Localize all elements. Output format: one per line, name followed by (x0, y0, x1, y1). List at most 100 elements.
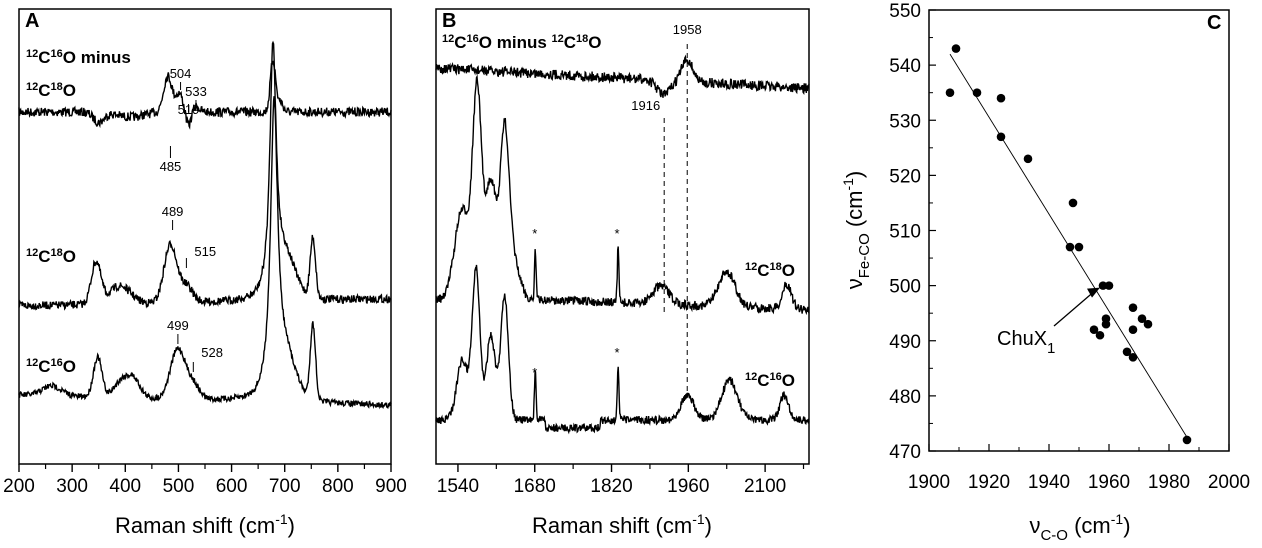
data-point (1089, 325, 1099, 335)
panel-b-dashed-lines (663, 44, 688, 392)
panel-a-trace-labels: 12C16O minus 12C18O 12C18O 12C16O (26, 48, 131, 376)
trace-label-b: 12C16O (745, 371, 795, 390)
y-tick-label-c: 480 (889, 387, 921, 408)
data-point (1182, 435, 1192, 445)
panel-b: 1540 1680 1820 1960 2100 1958 1916 * * * * 12C16O… (435, 8, 810, 538)
panel-a-letter: A (25, 10, 39, 32)
data-point (996, 93, 1006, 103)
trace-12c18o-a (18, 40, 392, 311)
panel-a-traces (18, 40, 392, 472)
data-point (972, 88, 982, 97)
data-point (1137, 314, 1147, 324)
x-tick-label-a: 900 (375, 476, 407, 497)
x-tick-label-c: 1920 (968, 472, 1010, 493)
panel-c-x-axis-title: νC-O (cm-1) (1029, 511, 1130, 544)
peak-label-a: 504 (170, 66, 192, 81)
x-tick-label-b: 1680 (514, 476, 556, 497)
y-tick-label-c: 540 (889, 56, 921, 77)
y-tick-label-c: 470 (889, 442, 921, 463)
panel-c-annotation: ChuX1 (997, 287, 1100, 357)
x-tick-label-b: 2100 (744, 476, 786, 497)
panel-c-y-axis-title: νFe-CO (cm-1) (840, 171, 873, 290)
data-point (1074, 242, 1084, 252)
trace-label-a: 12C18O (26, 247, 76, 266)
x-tick-label-a: 400 (109, 476, 141, 497)
panel-b-x-ticks: 1540 1680 1820 1960 2100 (437, 476, 786, 497)
data-point (945, 88, 955, 97)
peak-label-a: 499 (167, 318, 189, 333)
star-mark-b: * (532, 365, 537, 380)
data-point (1143, 319, 1153, 329)
x-tick-label-b: 1820 (590, 476, 632, 497)
x-tick-label-c: 1900 (908, 472, 950, 493)
x-tick-label-a: 600 (216, 476, 248, 497)
panel-c-letter: C (1207, 12, 1221, 34)
star-mark-b: * (614, 226, 619, 241)
data-point (1023, 154, 1033, 164)
peak-label-a: 533 (185, 84, 207, 99)
panel-c-axis-ticks: 1900 1920 1940 1960 1980 2000 470 480 490 500 510 5… (889, 1, 1250, 493)
trace-12c16o-b (435, 264, 810, 435)
annotation-arrowhead (1087, 287, 1100, 298)
data-point (1128, 325, 1138, 335)
difference-trace-a (18, 60, 392, 130)
y-tick-label-c: 490 (889, 332, 921, 353)
data-point (1128, 352, 1138, 362)
panel-b-trace-labels: 12C16O minus 12C18O 12C18O 12C16O (442, 33, 795, 390)
panel-b-traces (435, 54, 810, 472)
panel-b-peak-labels: 1958 1916 * * * * (532, 22, 701, 380)
panel-c-frame (928, 9, 1230, 452)
data-point (1122, 347, 1132, 357)
x-tick-label-a: 300 (56, 476, 88, 497)
y-tick-label-c: 500 (889, 277, 921, 298)
annotation-label-chux1: ChuX1 (997, 328, 1055, 357)
trace-label-b: 12C16O minus 12C18O (442, 33, 602, 52)
x-tick-label-c: 1980 (1148, 472, 1190, 493)
panel-a: 200 300 400 500 600 700 800 900 504533519485489… (3, 8, 407, 538)
trace-label-a: 12C16O (26, 357, 76, 376)
x-tick-label-b: 1960 (667, 476, 709, 497)
y-tick-label-c: 510 (889, 222, 921, 243)
x-tick-label-c: 1960 (1088, 472, 1130, 493)
peak-label-b: 1958 (673, 22, 702, 37)
panel-c-points (945, 44, 1192, 445)
y-tick-label-c: 550 (889, 1, 921, 22)
data-point (996, 132, 1006, 142)
peak-label-a: 489 (162, 204, 184, 219)
panel-a-x-ticks: 200 300 400 500 600 700 800 900 (3, 476, 407, 497)
x-tick-label-c: 1940 (1028, 472, 1070, 493)
data-point (1068, 198, 1078, 208)
trace-label-b: 12C18O (745, 261, 795, 280)
data-point (1095, 330, 1105, 340)
panel-a-x-axis-title: Raman shift (cm-1) (115, 511, 295, 538)
x-tick-label-a: 800 (322, 476, 354, 497)
trace-12c16o-a (18, 96, 392, 410)
panel-b-frame (435, 8, 810, 465)
peak-label-a: 485 (160, 159, 182, 174)
trace-12c18o-b (435, 74, 810, 316)
data-point (1065, 242, 1075, 252)
peak-label-b: 1916 (631, 98, 660, 113)
annotation-arrow-shaft (1053, 291, 1095, 327)
panel-c: 1900 1920 1940 1960 1980 2000 470 480 490 500 510 5… (840, 1, 1250, 544)
x-tick-label-a: 200 (3, 476, 35, 497)
peak-label-a: 528 (201, 345, 223, 360)
data-point (951, 44, 961, 53)
trace-label-a: 12C16O minus (26, 48, 131, 67)
y-tick-label-c: 530 (889, 111, 921, 132)
y-tick-label-c: 520 (889, 166, 921, 187)
x-tick-label-a: 500 (163, 476, 195, 497)
data-point (1101, 319, 1111, 329)
data-point (1098, 281, 1108, 290)
x-tick-label-a: 700 (269, 476, 301, 497)
star-mark-b: * (614, 345, 619, 360)
x-tick-label-c: 2000 (1208, 472, 1250, 493)
panel-b-letter: B (442, 10, 456, 32)
x-tick-label-b: 1540 (437, 476, 479, 497)
panel-b-x-axis-title: Raman shift (cm-1) (532, 511, 712, 538)
trace-label-a: 12C18O (26, 81, 76, 100)
star-mark-b: * (532, 226, 537, 241)
data-point (1104, 281, 1114, 290)
